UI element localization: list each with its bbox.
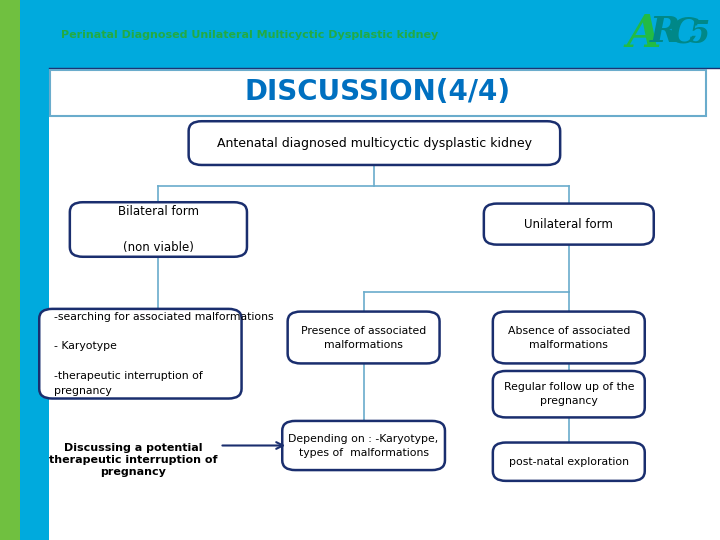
FancyBboxPatch shape [288, 312, 440, 363]
Text: Bilateral form

(non viable): Bilateral form (non viable) [118, 205, 199, 254]
Bar [0, 0, 20, 540]
Text: A: A [626, 12, 661, 56]
Text: R: R [649, 16, 680, 49]
Text: DISCUSSION(4/4): DISCUSSION(4/4) [245, 78, 511, 106]
Text: post-natal exploration: post-natal exploration [509, 457, 629, 467]
Text: Discussing a potential
therapeutic interruption of
pregnancy: Discussing a potential therapeutic inter… [49, 443, 217, 477]
Bar [49, 0, 720, 68]
Bar [20, 0, 49, 540]
Text: -searching for associated malformations

- Karyotype

-therapeutic interruption : -searching for associated malformations … [53, 312, 274, 396]
Text: Unilateral form: Unilateral form [524, 218, 613, 231]
Text: 5: 5 [688, 18, 710, 50]
FancyBboxPatch shape [492, 312, 645, 363]
Text: Perinatal Diagnosed Unilateral Multicyctic Dysplastic kidney: Perinatal Diagnosed Unilateral Multicyct… [61, 30, 438, 40]
Text: Regular follow up of the
pregnancy: Regular follow up of the pregnancy [503, 382, 634, 406]
FancyBboxPatch shape [50, 70, 706, 116]
FancyBboxPatch shape [492, 371, 645, 417]
Text: Depending on : -Karyotype,
types of  malformations: Depending on : -Karyotype, types of malf… [289, 434, 438, 457]
Text: Antenatal diagnosed multicyctic dysplastic kidney: Antenatal diagnosed multicyctic dysplast… [217, 137, 532, 150]
FancyBboxPatch shape [492, 443, 645, 481]
FancyBboxPatch shape [40, 309, 242, 399]
FancyBboxPatch shape [282, 421, 445, 470]
Text: Absence of associated
malformations: Absence of associated malformations [508, 326, 630, 349]
Text: Presence of associated
malformations: Presence of associated malformations [301, 326, 426, 349]
FancyBboxPatch shape [484, 204, 654, 245]
Text: C: C [670, 16, 698, 49]
FancyBboxPatch shape [70, 202, 247, 257]
FancyBboxPatch shape [189, 122, 560, 165]
